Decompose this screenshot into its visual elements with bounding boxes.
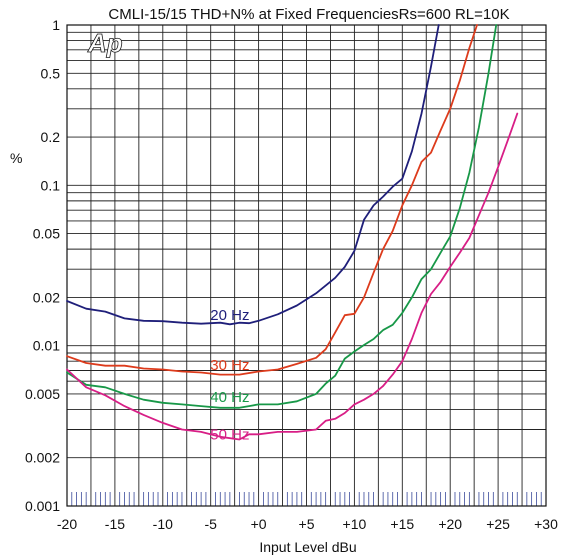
series-labels: 20 Hz 30 Hz 40 Hz 50 Hz <box>210 307 249 443</box>
x-axis-label: Input Level dBu <box>259 539 356 555</box>
series-label: 50 Hz <box>210 426 249 443</box>
y-axis-label: % <box>10 150 22 166</box>
x-tick-label: +20 <box>438 516 462 532</box>
series-line <box>66 24 498 409</box>
series-line <box>66 112 519 441</box>
series-label: 20 Hz <box>210 307 249 324</box>
series-lines <box>66 24 519 441</box>
series-line <box>66 24 478 376</box>
x-tick-label: +25 <box>486 516 510 532</box>
y-tick-label: 0.001 <box>25 498 60 514</box>
y-tick-label: 0.05 <box>33 226 60 242</box>
x-tick-label: +30 <box>534 516 558 532</box>
x-tick-label: -15 <box>105 516 125 532</box>
plot-frame <box>66 24 547 507</box>
y-tick-label: 0.02 <box>33 289 60 305</box>
x-tick-label: -5 <box>204 516 217 532</box>
y-tick-label: 0.01 <box>33 338 60 354</box>
y-tick-label: 0.002 <box>25 450 60 466</box>
x-tick-labels: -20 -15 -10 -5 +0 +5 +10 +15 +20 +25 +30 <box>57 516 558 532</box>
chart-title: CMLI-15/15 THD+N% at Fixed FrequenciesRs… <box>108 6 509 23</box>
x-tick-label: -20 <box>57 516 77 532</box>
y-tick-label: 1 <box>52 17 60 33</box>
x-tick-label: +10 <box>343 516 367 532</box>
ap-logo: Ap <box>87 28 123 58</box>
series-line <box>66 24 440 326</box>
y-tick-label: 0.1 <box>41 177 61 193</box>
x-tick-label: +5 <box>299 516 315 532</box>
y-tick-label: 0.005 <box>25 386 60 402</box>
x-tick-label: +0 <box>251 516 267 532</box>
y-tick-label: 0.5 <box>41 65 61 81</box>
y-tick-label: 0.2 <box>41 129 61 145</box>
grid <box>66 25 547 506</box>
y-tick-labels: 1 0.5 0.2 0.1 0.05 0.02 0.01 0.005 0.002 0.001 <box>25 17 60 514</box>
x-tick-label: -10 <box>153 516 173 532</box>
minor-ticks <box>71 492 542 506</box>
series-label: 30 Hz <box>210 357 249 374</box>
series-label: 40 Hz <box>210 389 249 406</box>
x-tick-label: +15 <box>390 516 414 532</box>
